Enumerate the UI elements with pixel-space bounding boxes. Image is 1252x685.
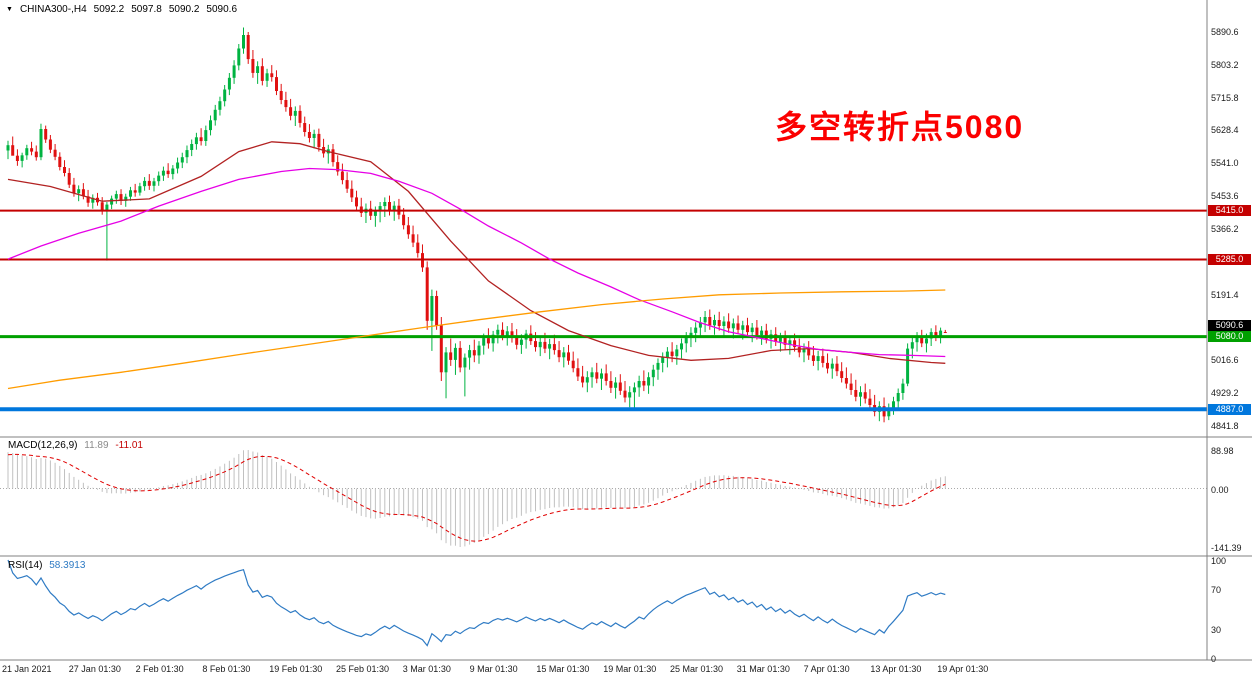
time-axis-label: 27 Jan 01:30 (68, 664, 121, 674)
quote-close: 5090.6 (206, 4, 238, 15)
panel-separators[interactable] (0, 0, 1252, 661)
price-axis-label: 5453.6 (1211, 191, 1239, 202)
quote-high: 5097.8 (131, 4, 162, 15)
price-axis-label: 4841.8 (1211, 421, 1239, 432)
macd-panel (0, 450, 1207, 547)
macd-axis-label: -141.39 (1211, 543, 1242, 553)
macd-name: MACD(12,26,9) (8, 440, 78, 451)
time-axis-label: 13 Apr 01:30 (870, 664, 922, 674)
price-axis-label: 5366.2 (1211, 224, 1239, 234)
price-axis-label: 5191.4 (1211, 289, 1239, 300)
macd-indicator-label: MACD(12,26,9) 11.89 -11.01 (8, 440, 143, 451)
moving-average-lines (7, 141, 946, 390)
time-axis-label: 7 Apr 01:30 (803, 664, 850, 674)
time-axis-label: 15 Mar 01:30 (536, 664, 590, 674)
rsi-panel (7, 559, 946, 647)
candlestick-series (6, 27, 947, 423)
time-axis-label: 3 Mar 01:30 (402, 664, 451, 674)
rsi-line (7, 559, 946, 647)
rsi-axis-label: 0 (1211, 654, 1217, 664)
time-axis-label: 21 Jan 2021 (2, 664, 52, 674)
price-axis-label: 5715.8 (1211, 92, 1239, 103)
price-axis-label: 4929.2 (1211, 388, 1239, 399)
rsi-axis-label: 30 (1211, 624, 1222, 635)
rsi-indicator-label: RSI(14) 58.3913 (8, 560, 85, 571)
time-axis-label: 25 Mar 01:30 (670, 664, 724, 674)
price-axis-label: 5803.2 (1211, 59, 1239, 70)
price-axis-label: 5890.6 (1211, 26, 1239, 37)
hline-price-badge: 5415.0 (1208, 205, 1251, 217)
time-axis-label: 31 Mar 01:30 (736, 664, 790, 674)
time-axis-label: 9 Mar 01:30 (469, 664, 518, 674)
time-axis-label: 19 Feb 01:30 (269, 664, 323, 674)
one-click-trading-toggle-icon[interactable]: ▼ (6, 6, 13, 13)
price-axis-label: 5628.4 (1211, 125, 1239, 136)
quote-bar: ▼ CHINA300-,H4 5092.2 5097.8 5090.2 5090… (6, 4, 237, 15)
time-axis-label: 19 Mar 01:30 (603, 664, 657, 674)
quote-open: 5092.2 (93, 4, 125, 15)
horizontal-level-lines[interactable] (0, 209, 1207, 412)
hline-price-badge: 5090.6 (1208, 320, 1251, 332)
hline-price-badge: 5080.0 (1208, 331, 1251, 343)
macd-axis-label: 88.98 (1211, 446, 1234, 456)
time-axis-label: 19 Apr 01:30 (937, 664, 989, 674)
quote-low: 5090.2 (168, 4, 200, 15)
ma-fast-crimson (7, 141, 946, 364)
hline-price-badge: 4887.0 (1208, 403, 1251, 415)
price-axis-label: 5541.0 (1211, 158, 1239, 169)
rsi-axis-label: 70 (1211, 585, 1222, 596)
macd-signal-line (7, 453, 946, 542)
hline-price-badge: 5285.0 (1208, 254, 1251, 265)
macd-main-value: 11.89 (84, 440, 109, 451)
price-axis-label: 5016.6 (1211, 355, 1239, 366)
macd-axis-label: 0.00 (1211, 484, 1229, 495)
annotation-text: 多空转折点5080 (775, 109, 1025, 145)
time-axis-label: 8 Feb 01:30 (202, 664, 251, 674)
rsi-value: 58.3913 (49, 560, 86, 571)
time-axis-label: 2 Feb 01:30 (135, 664, 184, 674)
ma-mid-magenta (7, 167, 946, 358)
symbol-timeframe: CHINA300-,H4 (19, 4, 87, 15)
macd-signal-value: -11.01 (115, 440, 143, 451)
rsi-name: RSI(14) (8, 560, 43, 571)
rsi-axis-label: 100 (1211, 556, 1227, 566)
ma-slow-orange (7, 289, 946, 390)
time-axis-label: 25 Feb 01:30 (336, 664, 390, 674)
